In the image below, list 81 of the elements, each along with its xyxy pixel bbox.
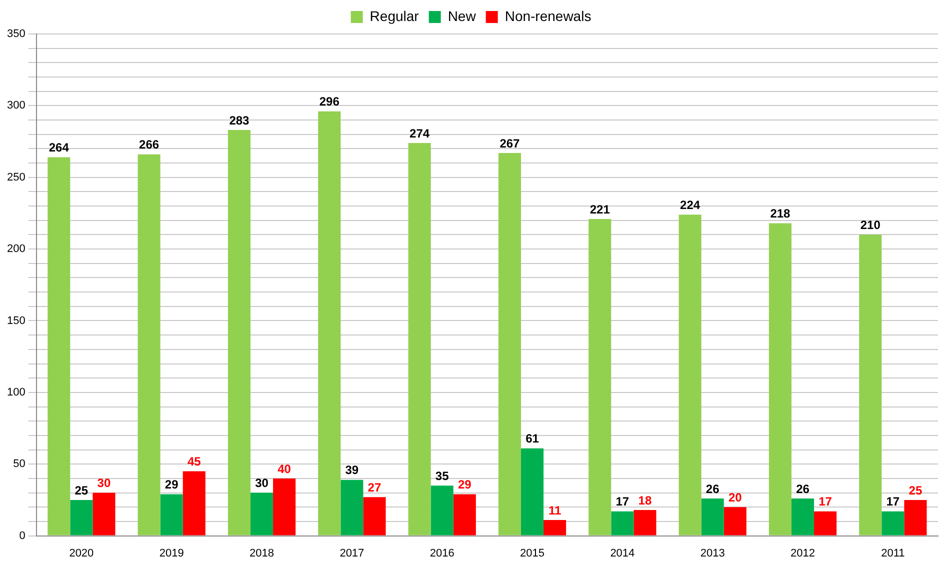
legend-label: Non-renewals bbox=[504, 8, 592, 24]
data-label: 218 bbox=[770, 206, 791, 221]
data-label: 39 bbox=[345, 463, 359, 478]
bar bbox=[318, 111, 341, 536]
data-label: 35 bbox=[435, 468, 450, 483]
bar bbox=[588, 218, 612, 536]
data-label: 274 bbox=[410, 126, 430, 140]
data-label: 30 bbox=[97, 476, 111, 490]
data-label: 29 bbox=[458, 478, 472, 492]
data-label: 283 bbox=[229, 113, 250, 128]
bar bbox=[160, 494, 183, 536]
data-label: 20 bbox=[728, 490, 742, 504]
bar bbox=[544, 520, 566, 536]
data-label: 29 bbox=[164, 478, 179, 492]
data-label: 17 bbox=[818, 494, 832, 509]
data-label: 26 bbox=[706, 482, 720, 496]
bar bbox=[678, 214, 702, 536]
data-label: 296 bbox=[319, 94, 340, 109]
bar bbox=[92, 492, 116, 536]
bar bbox=[634, 510, 656, 536]
bar bbox=[859, 234, 882, 536]
data-label: 11 bbox=[548, 503, 562, 518]
bar bbox=[48, 157, 70, 536]
data-label: 30 bbox=[255, 476, 269, 490]
x-tick-label: 2019 bbox=[159, 547, 184, 560]
x-tick-label: 2012 bbox=[790, 547, 815, 560]
bar bbox=[882, 511, 904, 536]
y-tick-label: 300 bbox=[6, 100, 26, 112]
legend-label: New bbox=[448, 8, 477, 24]
bar bbox=[724, 507, 746, 536]
bar bbox=[520, 448, 544, 536]
bar bbox=[340, 480, 364, 536]
data-label: 224 bbox=[680, 198, 700, 212]
data-label: 45 bbox=[187, 454, 202, 469]
data-label: 17 bbox=[616, 494, 630, 509]
y-tick-label: 50 bbox=[13, 458, 26, 470]
x-tick-label: 2011 bbox=[881, 547, 905, 560]
data-label: 17 bbox=[886, 494, 900, 509]
bar bbox=[228, 130, 250, 536]
data-label: 267 bbox=[500, 136, 520, 150]
bar bbox=[182, 471, 206, 536]
data-label: 18 bbox=[638, 493, 652, 508]
x-tick-label: 2016 bbox=[430, 547, 454, 560]
data-label: 61 bbox=[526, 432, 540, 446]
x-tick-label: 2014 bbox=[610, 547, 635, 560]
y-tick-label: 350 bbox=[6, 28, 26, 40]
y-tick-label: 100 bbox=[6, 386, 26, 398]
y-tick-label: 250 bbox=[6, 171, 26, 184]
data-label: 266 bbox=[139, 138, 160, 152]
data-label: 210 bbox=[860, 218, 881, 232]
x-tick-label: 2018 bbox=[250, 547, 274, 560]
data-label: 25 bbox=[908, 483, 922, 498]
bar bbox=[453, 494, 476, 536]
bar bbox=[430, 486, 454, 536]
bar bbox=[814, 511, 837, 536]
data-label: 40 bbox=[278, 462, 292, 476]
data-label: 27 bbox=[368, 480, 382, 494]
data-label: 26 bbox=[796, 482, 810, 496]
bar bbox=[904, 500, 927, 536]
x-tick-label: 2020 bbox=[69, 547, 94, 560]
bar bbox=[138, 154, 160, 536]
data-label: 264 bbox=[48, 140, 70, 155]
bar bbox=[70, 500, 93, 536]
x-tick-label: 2017 bbox=[340, 547, 364, 560]
x-tick-label: 2015 bbox=[520, 547, 544, 560]
data-label: 221 bbox=[590, 202, 610, 216]
bar bbox=[701, 498, 724, 536]
y-tick-label: 150 bbox=[6, 314, 26, 327]
bar bbox=[250, 492, 274, 536]
legend-label: Regular bbox=[370, 8, 420, 24]
bar bbox=[408, 142, 431, 536]
bar bbox=[768, 223, 792, 536]
x-tick-label: 2013 bbox=[700, 547, 725, 560]
bar bbox=[611, 511, 634, 536]
bar bbox=[363, 497, 386, 536]
y-tick-label: 0 bbox=[19, 530, 26, 542]
bar bbox=[791, 498, 814, 536]
bar bbox=[498, 153, 521, 536]
bar bbox=[273, 478, 296, 536]
y-tick-label: 200 bbox=[6, 243, 26, 256]
data-label: 25 bbox=[74, 483, 88, 498]
